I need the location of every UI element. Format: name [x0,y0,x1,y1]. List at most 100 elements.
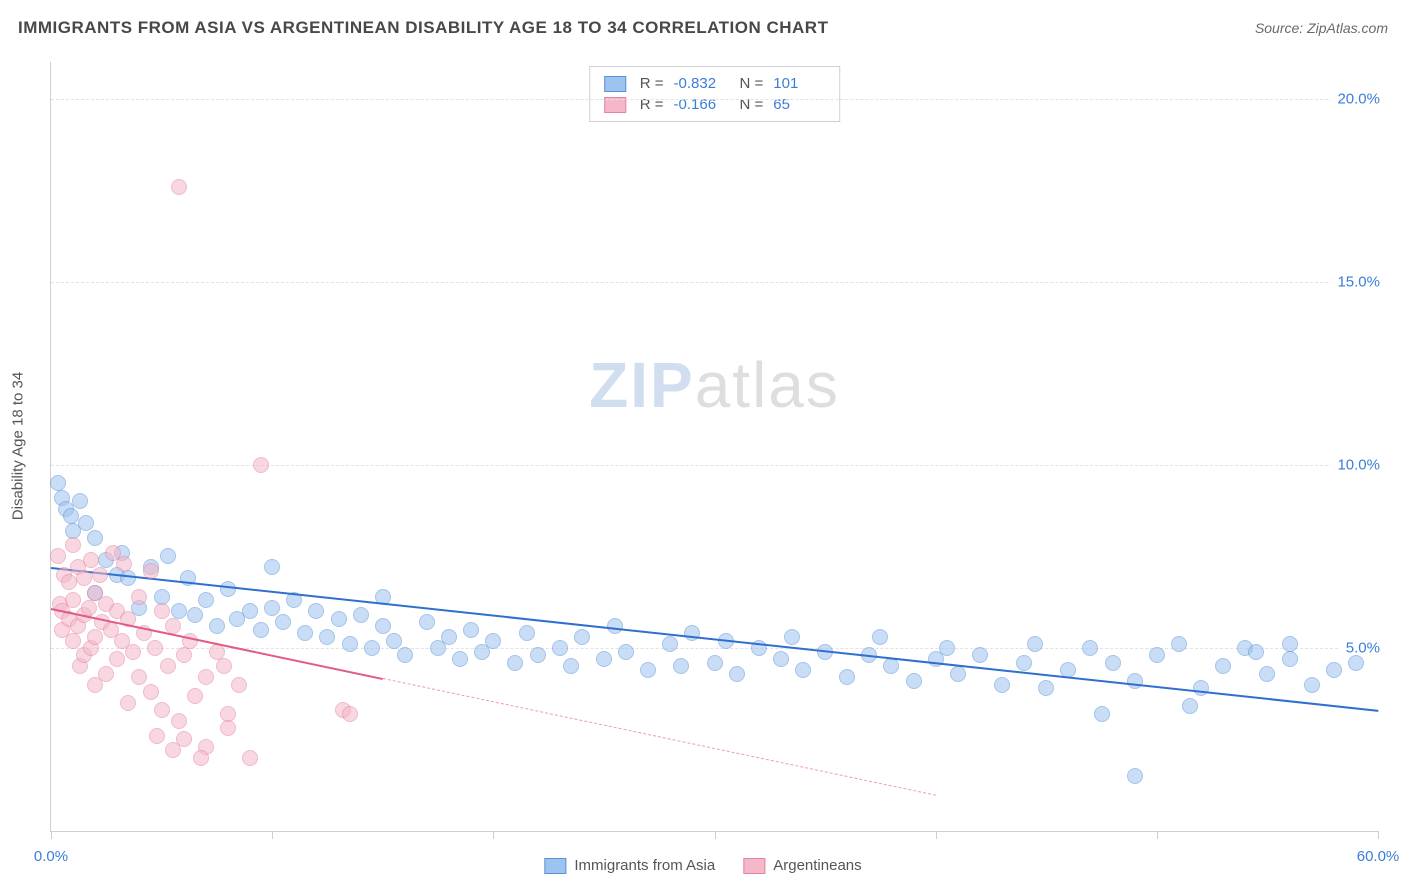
scatter-point [147,640,163,656]
stats-row-series-b: R = -0.166 N = 65 [604,94,826,115]
ytick-label: 15.0% [1331,273,1380,290]
scatter-point [441,629,457,645]
scatter-point [297,625,313,641]
scatter-point [729,666,745,682]
scatter-point [149,728,165,744]
ytick-label: 20.0% [1331,90,1380,107]
scatter-point [171,713,187,729]
scatter-point [906,673,922,689]
scatter-point [78,515,94,531]
scatter-point [519,625,535,641]
scatter-point [187,688,203,704]
legend-item-b: Argentineans [743,857,861,874]
scatter-point [131,669,147,685]
y-axis-label: Disability Age 18 to 34 [10,372,27,520]
bottom-legend: Immigrants from Asia Argentineans [544,857,861,874]
scatter-point [65,592,81,608]
xtick [1157,831,1158,839]
scatter-point [220,706,236,722]
scatter-point [662,636,678,652]
scatter-point [220,720,236,736]
xtick-label: 0.0% [34,848,68,865]
scatter-point [1326,662,1342,678]
scatter-point [65,633,81,649]
watermark-zip: ZIP [589,349,695,421]
scatter-point [61,574,77,590]
scatter-point [65,537,81,553]
legend-swatch-b [743,858,765,874]
scatter-point [171,179,187,195]
correlation-stats-box: R = -0.832 N = 101 R = -0.166 N = 65 [589,66,841,122]
scatter-point [1248,644,1264,660]
scatter-point [264,600,280,616]
scatter-point [1282,636,1298,652]
scatter-point [618,644,634,660]
scatter-point [1282,651,1298,667]
scatter-point [507,655,523,671]
scatter-point [1215,658,1231,674]
legend-label-b: Argentineans [773,857,861,874]
r-value-a: -0.832 [674,75,726,92]
watermark-atlas: atlas [695,349,840,421]
scatter-point [176,647,192,663]
scatter-point [397,647,413,663]
scatter-point [154,589,170,605]
chart-source: Source: ZipAtlas.com [1255,20,1388,36]
scatter-point [160,548,176,564]
scatter-point [563,658,579,674]
xtick [1378,831,1379,839]
scatter-point [165,742,181,758]
scatter-point [1182,698,1198,714]
scatter-point [839,669,855,685]
scatter-point [220,581,236,597]
scatter-point [319,629,335,645]
chart-title: IMMIGRANTS FROM ASIA VS ARGENTINEAN DISA… [18,18,828,38]
scatter-point [193,750,209,766]
scatter-point [83,552,99,568]
scatter-point [72,493,88,509]
scatter-point [50,548,66,564]
scatter-point [673,658,689,674]
scatter-point [596,651,612,667]
scatter-point [883,658,899,674]
scatter-point [574,629,590,645]
scatter-point [143,684,159,700]
scatter-point [1094,706,1110,722]
legend-swatch-a [544,858,566,874]
scatter-point [154,603,170,619]
scatter-point [1304,677,1320,693]
xtick [715,831,716,839]
scatter-point [87,629,103,645]
scatter-point [98,666,114,682]
scatter-point [342,636,358,652]
scatter-point [331,611,347,627]
scatter-point [264,559,280,575]
ytick-label: 5.0% [1340,639,1380,656]
gridline [51,465,1378,466]
scatter-point [640,662,656,678]
scatter-point [784,629,800,645]
scatter-point [684,625,700,641]
scatter-point [1027,636,1043,652]
scatter-point [1348,655,1364,671]
scatter-point [125,644,141,660]
trend-line [383,678,936,796]
scatter-point [143,563,159,579]
scatter-point [552,640,568,656]
scatter-point [63,508,79,524]
scatter-point [131,589,147,605]
scatter-point [1082,640,1098,656]
stats-row-series-a: R = -0.832 N = 101 [604,73,826,94]
scatter-point [242,603,258,619]
scatter-point [939,640,955,656]
scatter-point [1038,680,1054,696]
scatter-point [209,618,225,634]
scatter-point [530,647,546,663]
scatter-point [994,677,1010,693]
scatter-point [607,618,623,634]
scatter-point [707,655,723,671]
scatter-point [216,658,232,674]
scatter-point [364,640,380,656]
scatter-point [1171,636,1187,652]
xtick [936,831,937,839]
